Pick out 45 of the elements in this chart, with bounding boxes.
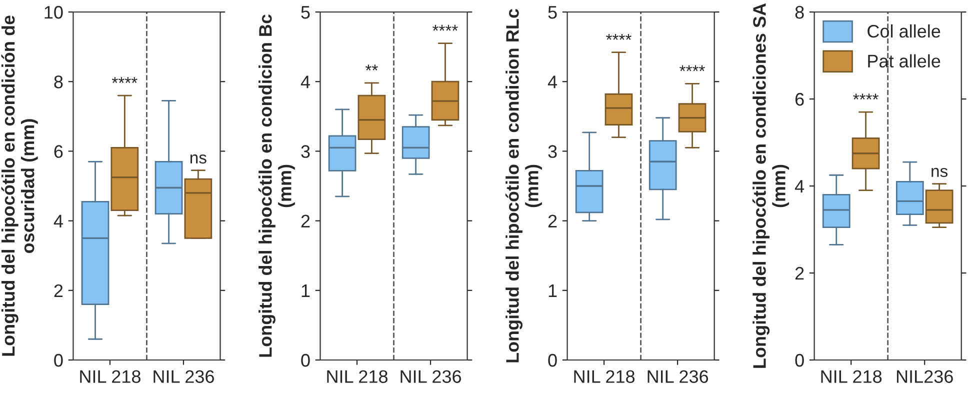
x-tick-label: NIL 236 <box>400 370 462 383</box>
y-tick-label: 4 <box>300 76 310 88</box>
y-tick-label: 2 <box>548 214 557 228</box>
y-axis-title: Longitud del hipocótilo en condiciones SA (mm) <box>752 3 789 368</box>
y-tick-label: 0 <box>301 354 310 367</box>
y-tick-label: 5 <box>548 6 557 19</box>
y-tick-label: 4 <box>54 214 63 228</box>
x-tick-label: NIL 218 <box>574 370 635 383</box>
y-tick-label: 6 <box>54 145 63 158</box>
y-tick-label: 1 <box>302 284 310 297</box>
x-tick-label: NIL 236 <box>154 370 214 383</box>
legend-label: Col allele <box>868 24 940 38</box>
annotation: **** <box>112 77 138 83</box>
annotation: ns <box>932 168 948 178</box>
y-tick-label: 0 <box>795 354 804 367</box>
y-tick-label: 10 <box>44 6 63 19</box>
y-tick-label: 6 <box>795 92 804 106</box>
annotation: ** <box>365 64 378 70</box>
y-tick-label: 8 <box>795 6 804 19</box>
y-tick-label: 2 <box>301 214 310 228</box>
x-tick-label: NIL 218 <box>327 370 388 383</box>
y-tick-label: 8 <box>54 76 63 88</box>
y-tick-label: 2 <box>795 266 804 280</box>
annotation: **** <box>606 34 632 40</box>
x-tick-label: NIL 236 <box>648 370 708 383</box>
y-tick-label: 1 <box>548 284 557 297</box>
y-axis-title: Longitud del hipocótilo en condicion RLc (mm) <box>505 8 542 362</box>
y-axis-title: Longitud del hipocótilo en condición de oscuridad (mm) <box>1 16 38 356</box>
annotation: ns <box>190 154 206 164</box>
y-tick-label: 3 <box>548 145 557 158</box>
y-tick-label: 4 <box>548 76 558 88</box>
legend-label: Pat allele <box>868 54 940 68</box>
y-tick-label: 0 <box>548 354 557 367</box>
x-tick-label: NIL 218 <box>80 370 140 383</box>
y-tick-label: 0 <box>54 354 63 367</box>
y-tick-label: 2 <box>54 284 63 297</box>
y-tick-label: 4 <box>794 180 804 193</box>
annotation: **** <box>853 94 878 100</box>
x-tick-label: NIL236 <box>896 370 953 383</box>
y-tick-label: 5 <box>301 6 310 19</box>
y-tick-label: 3 <box>301 145 310 158</box>
x-tick-label: NIL 218 <box>821 370 882 383</box>
annotation: **** <box>680 65 705 72</box>
y-axis-title: Longitud del hipocótilo en condicion Bc (mm) <box>258 14 295 357</box>
annotation: **** <box>432 24 458 31</box>
